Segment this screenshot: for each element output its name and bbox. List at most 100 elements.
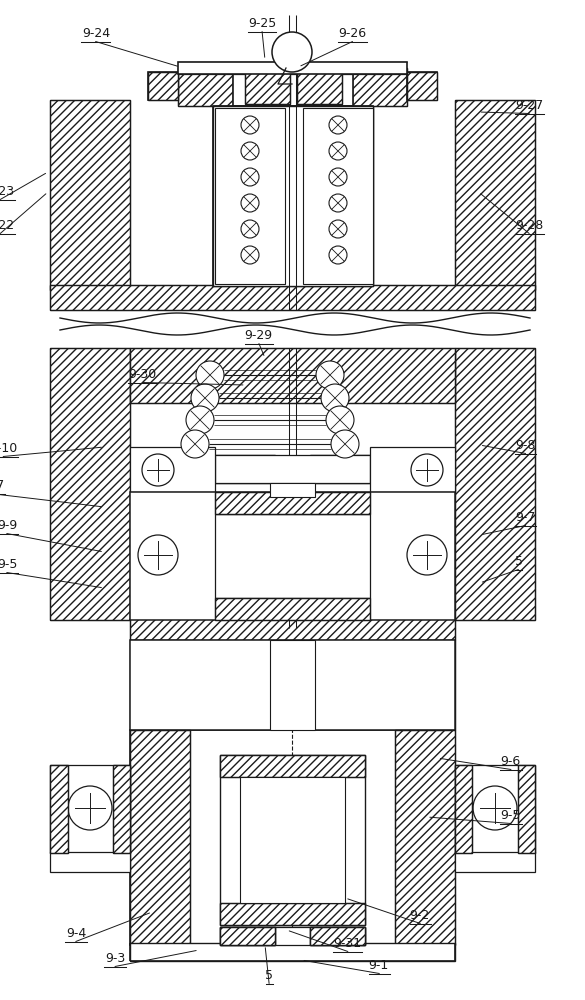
Bar xyxy=(220,927,365,945)
Circle shape xyxy=(321,384,349,412)
Bar xyxy=(220,927,275,945)
Bar xyxy=(130,492,455,620)
Bar xyxy=(130,348,455,403)
Text: 9-5: 9-5 xyxy=(500,809,521,822)
Bar xyxy=(220,755,365,777)
Bar xyxy=(50,765,68,853)
Bar xyxy=(215,455,275,483)
Bar xyxy=(310,455,370,483)
Circle shape xyxy=(191,384,219,412)
Text: 9-17: 9-17 xyxy=(0,479,5,492)
Bar xyxy=(518,765,535,853)
Text: 9-25: 9-25 xyxy=(248,17,276,30)
Text: 9-5: 9-5 xyxy=(0,558,18,571)
Circle shape xyxy=(331,430,359,458)
Bar xyxy=(310,927,365,945)
Text: 9-24: 9-24 xyxy=(82,27,110,40)
Circle shape xyxy=(186,406,214,434)
Bar xyxy=(213,106,373,286)
Circle shape xyxy=(326,406,354,434)
Bar xyxy=(215,598,370,620)
Bar xyxy=(130,618,455,640)
Bar xyxy=(130,348,455,403)
Circle shape xyxy=(241,246,259,264)
Bar xyxy=(178,68,233,106)
Bar xyxy=(130,447,215,492)
Bar xyxy=(130,640,190,730)
Text: 9-2: 9-2 xyxy=(410,909,430,922)
Bar xyxy=(130,640,190,730)
Circle shape xyxy=(329,168,347,186)
Bar xyxy=(233,68,353,106)
Bar xyxy=(270,640,315,730)
Bar xyxy=(407,72,437,100)
Circle shape xyxy=(68,786,112,830)
Bar xyxy=(148,72,178,100)
Text: 9-22: 9-22 xyxy=(0,219,15,232)
Bar xyxy=(215,108,285,284)
Bar xyxy=(130,730,190,945)
Circle shape xyxy=(142,454,174,486)
Bar xyxy=(395,730,455,945)
Circle shape xyxy=(181,430,209,458)
Circle shape xyxy=(411,454,443,486)
Circle shape xyxy=(138,535,178,575)
Text: 9-31: 9-31 xyxy=(333,937,362,950)
Text: 9-23: 9-23 xyxy=(0,185,15,198)
Circle shape xyxy=(241,168,259,186)
Bar xyxy=(130,730,190,945)
Bar xyxy=(455,765,472,853)
Bar xyxy=(130,618,455,640)
Circle shape xyxy=(329,246,347,264)
Bar xyxy=(215,492,370,514)
Bar xyxy=(178,62,407,74)
Bar xyxy=(50,100,130,290)
Circle shape xyxy=(329,116,347,134)
Circle shape xyxy=(241,220,259,238)
Circle shape xyxy=(316,361,344,389)
Bar xyxy=(395,640,455,730)
Bar xyxy=(310,455,370,483)
Bar xyxy=(50,285,535,310)
Bar xyxy=(50,285,535,310)
Bar xyxy=(233,68,288,106)
Bar xyxy=(455,765,472,853)
Text: 9-27: 9-27 xyxy=(515,99,543,112)
Bar xyxy=(215,492,370,514)
Circle shape xyxy=(272,32,312,72)
Bar xyxy=(148,72,178,100)
Bar xyxy=(352,68,407,106)
Text: 9-8: 9-8 xyxy=(515,439,535,452)
Bar xyxy=(215,514,370,598)
Bar xyxy=(50,348,130,620)
Bar xyxy=(455,852,535,872)
Bar xyxy=(50,852,130,872)
Bar xyxy=(220,755,365,925)
Bar xyxy=(50,765,130,853)
Bar xyxy=(407,72,437,100)
Bar xyxy=(240,777,345,903)
Circle shape xyxy=(241,142,259,160)
Bar xyxy=(220,903,365,925)
Bar xyxy=(395,640,455,730)
Bar xyxy=(303,108,373,284)
Circle shape xyxy=(241,116,259,134)
Bar xyxy=(297,68,352,106)
Bar xyxy=(245,70,290,104)
Text: 9-10: 9-10 xyxy=(0,442,18,455)
Bar xyxy=(213,106,373,286)
Bar xyxy=(220,755,365,777)
Bar xyxy=(455,100,535,290)
Bar xyxy=(215,455,275,483)
Bar xyxy=(50,348,130,620)
Bar xyxy=(233,68,288,106)
Bar xyxy=(310,927,365,945)
Bar xyxy=(50,765,68,853)
Text: 9-9: 9-9 xyxy=(0,519,18,532)
Bar xyxy=(113,765,130,853)
Bar xyxy=(220,927,275,945)
Text: 9-6: 9-6 xyxy=(500,755,521,768)
Bar xyxy=(518,765,535,853)
Bar xyxy=(395,730,455,945)
Bar xyxy=(407,72,437,100)
